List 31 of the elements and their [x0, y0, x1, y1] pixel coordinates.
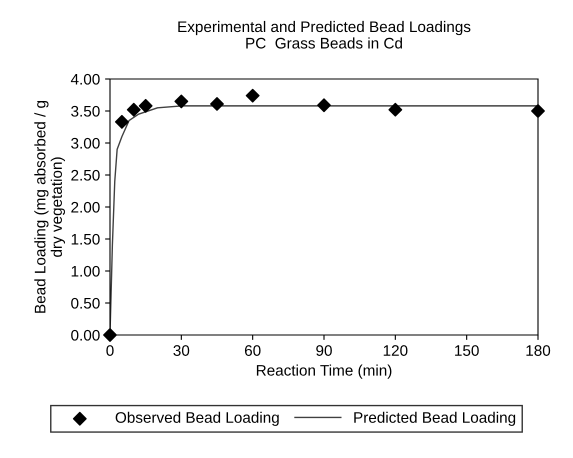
point	[317, 98, 331, 112]
y-axis-title: Bead Loading (mg absorbed / g dry vegetation)	[34, 100, 65, 313]
point	[210, 97, 224, 111]
x-tick-label: 120	[384, 345, 408, 356]
x-tick-label: 90	[316, 345, 332, 356]
y-tick-label: 0.50	[71, 298, 100, 309]
x-tick-label: 150	[455, 345, 479, 356]
point	[138, 98, 153, 113]
y-tick-label: 0.00	[71, 330, 100, 341]
point	[126, 102, 141, 117]
y-tick-label: 2.50	[71, 170, 100, 181]
x-axis-title: Reaction Time (min)	[256, 364, 392, 379]
chart-title: Experimental and Predicted Bead Loadings PC Grass Beads in Cd	[178, 20, 470, 49]
y-tick-label: 3.00	[71, 138, 100, 149]
legend-label: Predicted Bead Loading	[354, 412, 516, 426]
y-tick-label: 2.00	[71, 202, 100, 213]
y-tick-label: 4.00	[70, 74, 100, 85]
y-tick-label: 3.50	[71, 106, 100, 117]
x-tick-label: 0	[106, 345, 114, 356]
point	[103, 328, 117, 342]
point	[246, 88, 260, 103]
legend-label: Observed Bead Loading	[116, 412, 279, 426]
y-tick-label: 1.50	[72, 234, 100, 245]
x-tick-label: 180	[526, 345, 550, 356]
x-tick-label: 60	[244, 345, 261, 356]
point	[114, 114, 129, 129]
x-tick-label: 30	[173, 345, 190, 356]
point	[388, 102, 402, 117]
point	[531, 104, 545, 118]
y-tick-label: 1.00	[72, 266, 100, 277]
point	[174, 94, 188, 108]
